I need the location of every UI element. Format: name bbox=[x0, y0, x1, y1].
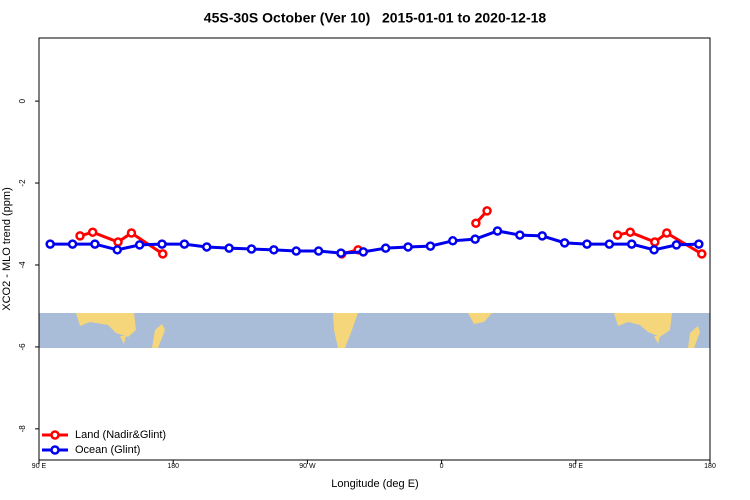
data-point bbox=[697, 249, 707, 259]
data-point bbox=[90, 239, 100, 249]
data-point bbox=[269, 245, 279, 255]
data-point bbox=[224, 243, 234, 253]
data-point bbox=[75, 231, 85, 241]
data-point bbox=[662, 228, 672, 238]
data-point bbox=[113, 237, 123, 247]
y-tick-label: -8 bbox=[18, 425, 27, 433]
data-point bbox=[313, 246, 324, 256]
x-tick-label: 0 bbox=[440, 463, 444, 470]
chart-title: 45S-30S October (Ver 10) 2015-01-01 to 2… bbox=[204, 10, 547, 26]
data-point bbox=[492, 226, 503, 236]
data-point bbox=[179, 239, 190, 249]
x-tick-label: 90 E bbox=[569, 463, 584, 470]
data-point bbox=[158, 249, 168, 259]
x-tick-label: 180 bbox=[167, 463, 179, 470]
data-point bbox=[67, 239, 78, 249]
map-strip bbox=[39, 313, 710, 348]
y-tick-label: -6 bbox=[18, 343, 27, 351]
x-tick-label: 180 bbox=[704, 463, 716, 470]
plot-frame bbox=[38, 37, 711, 461]
data-point bbox=[612, 230, 623, 240]
data-point bbox=[650, 237, 660, 247]
data-point bbox=[582, 239, 592, 249]
data-point bbox=[625, 227, 635, 237]
data-point bbox=[604, 239, 615, 249]
legend-marker bbox=[50, 430, 60, 440]
data-point bbox=[358, 247, 369, 257]
legend-label: Ocean (Glint) bbox=[75, 444, 140, 456]
data-point bbox=[403, 242, 413, 252]
data-point bbox=[470, 234, 480, 244]
x-tick-label: 90 W bbox=[299, 463, 316, 470]
x-axis-label: Longitude (deg E) bbox=[331, 478, 418, 490]
data-point bbox=[482, 206, 492, 216]
data-point bbox=[87, 227, 98, 237]
data-point bbox=[559, 238, 570, 248]
data-point bbox=[515, 230, 525, 240]
data-point bbox=[694, 239, 704, 249]
data-point bbox=[157, 239, 167, 249]
y-tick-label: -4 bbox=[18, 261, 27, 269]
data-point bbox=[425, 241, 436, 251]
data-point bbox=[126, 228, 137, 238]
legend-marker bbox=[50, 445, 60, 455]
data-point bbox=[448, 236, 458, 246]
data-point bbox=[291, 246, 301, 256]
x-tick-label: 90 E bbox=[32, 463, 47, 470]
data-point bbox=[202, 242, 212, 252]
data-point bbox=[626, 239, 637, 249]
y-axis-label: XCO2 - MLO trend (ppm) bbox=[1, 187, 13, 310]
data-point bbox=[246, 244, 257, 254]
data-point bbox=[537, 231, 547, 241]
data-point bbox=[45, 239, 55, 249]
data-point bbox=[671, 240, 682, 250]
data-point bbox=[336, 248, 346, 258]
data-point bbox=[112, 245, 123, 255]
y-tick-label: 0 bbox=[18, 98, 27, 103]
y-tick-label: -2 bbox=[18, 179, 27, 187]
data-point bbox=[471, 218, 481, 228]
data-point bbox=[649, 245, 659, 255]
legend-label: Land (Nadir&Glint) bbox=[75, 429, 166, 441]
data-point bbox=[380, 243, 391, 253]
data-point bbox=[134, 240, 145, 250]
